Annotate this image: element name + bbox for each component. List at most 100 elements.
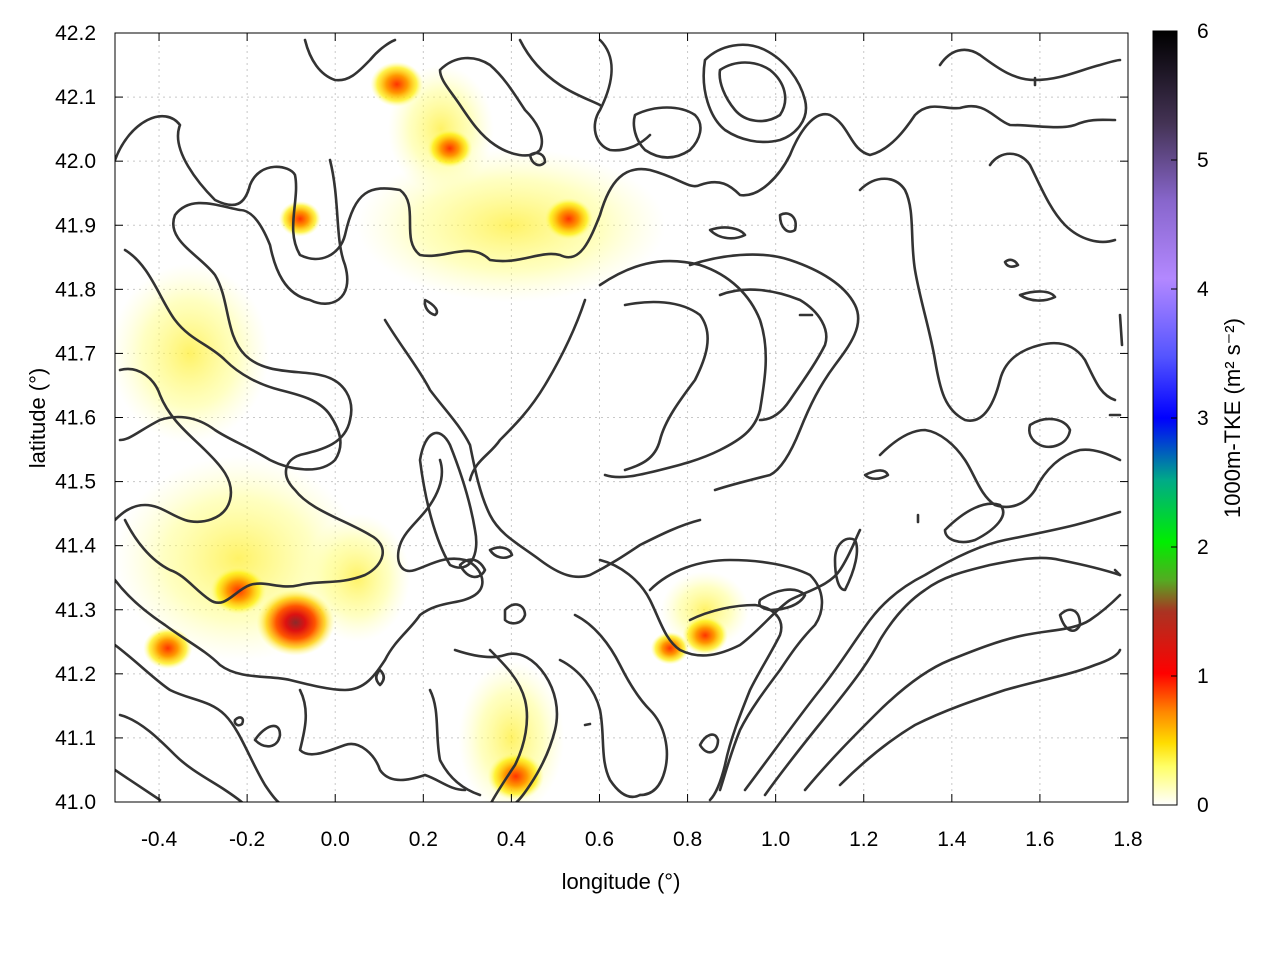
contour-line — [374, 668, 386, 687]
contour-line — [632, 106, 702, 159]
contour-line — [598, 259, 768, 479]
contour-line — [708, 226, 747, 240]
contour-line — [583, 722, 592, 727]
contour-line — [503, 603, 527, 625]
x-tick-label: 0.4 — [497, 828, 527, 851]
x-tick-label: 1.0 — [761, 828, 790, 851]
colorbar-ticks: 0 1 2 3 4 5 6 — [1171, 20, 1209, 817]
contour-line — [253, 724, 282, 748]
contour-line — [1003, 258, 1020, 268]
x-tick-label: 0.6 — [585, 828, 614, 851]
contour-line — [833, 537, 859, 592]
contour-line — [1018, 290, 1057, 302]
x-tick-label: 0.8 — [673, 828, 702, 851]
x-tick-label: -0.4 — [141, 828, 178, 851]
y-tick-label: 41.1 — [55, 727, 96, 750]
colorbar-tick-label: 5 — [1197, 149, 1209, 172]
y-tick-label: 41.6 — [55, 407, 96, 430]
colorbar-tick-label: 3 — [1197, 407, 1209, 430]
contour-line — [488, 546, 514, 560]
y-tick-label: 41.9 — [55, 214, 96, 237]
colorbar: 0 1 2 3 4 5 6 1000m-TKE (m² s⁻²) — [1152, 20, 1245, 817]
contour-line — [648, 558, 824, 792]
contour-line — [558, 658, 642, 799]
contour-line — [453, 648, 559, 802]
contour-line — [1058, 608, 1082, 632]
y-tick-label: 41.3 — [55, 599, 96, 622]
y-axis: 41.0 41.1 41.2 41.3 41.4 41.5 41.6 41.7 41.8 41.9… — [55, 22, 1128, 814]
colorbar-label: 1000m-TKE (m² s⁻²) — [1220, 318, 1245, 518]
tke-hotspot — [487, 752, 544, 801]
contour-line — [573, 613, 669, 797]
x-tick-label: -0.2 — [229, 828, 265, 851]
contour-line — [778, 212, 797, 233]
contour-line — [298, 688, 467, 792]
contour-line — [1028, 417, 1072, 449]
y-tick-label: 41.4 — [55, 535, 96, 558]
contour-line — [438, 56, 544, 157]
tke-low-zone — [115, 263, 270, 444]
contour-line — [303, 38, 397, 82]
y-tick-label: 42.1 — [55, 86, 96, 109]
colorbar-tick-label: 4 — [1197, 278, 1209, 301]
contour-line — [418, 431, 478, 569]
y-tick-label: 42.2 — [55, 22, 96, 45]
y-tick-label: 41.2 — [55, 663, 96, 686]
colorbar-tick-label: 1 — [1197, 665, 1209, 688]
contour-line — [598, 528, 862, 657]
contour-line — [468, 298, 587, 482]
contour-line — [758, 588, 807, 612]
contour-line — [115, 643, 281, 802]
contour-line — [688, 603, 783, 802]
contour-line — [718, 61, 787, 123]
contour-line — [423, 298, 439, 317]
y-axis-title: latitude (°) — [25, 368, 50, 469]
tke-hotspot — [544, 197, 594, 240]
tke-hotspot — [682, 616, 728, 655]
contour-line — [688, 253, 860, 492]
y-tick-label: 41.0 — [55, 791, 96, 814]
contour-line — [518, 38, 602, 107]
contour-line — [743, 510, 1122, 792]
x-tick-label: 1.2 — [849, 828, 878, 851]
contour-line — [858, 177, 1117, 422]
contour-line — [528, 151, 547, 167]
contour-line — [233, 716, 245, 727]
colorbar-tick-label: 6 — [1197, 20, 1209, 43]
x-axis: -0.4 -0.2 0.0 0.2 0.4 0.6 0.8 1.0 1.2 1.4 1.6 1.8 — [141, 33, 1143, 851]
y-tick-label: 41.5 — [55, 471, 96, 494]
x-tick-label: 1.4 — [937, 828, 967, 851]
contour-line — [428, 688, 482, 797]
contour-line — [115, 768, 162, 802]
y-tick-label: 41.8 — [55, 278, 96, 301]
colorbar-tick-label: 2 — [1197, 536, 1209, 559]
contour-line — [988, 152, 1117, 244]
tke-low-zone — [661, 571, 750, 649]
x-tick-label: 0.0 — [321, 828, 350, 851]
contour-line — [763, 556, 1122, 797]
contour-line — [115, 367, 233, 524]
contour-line — [803, 593, 1122, 792]
x-axis-title: longitude (°) — [562, 869, 681, 894]
contour-line — [623, 300, 709, 472]
tke-hotspot — [426, 128, 473, 168]
y-tick-label: 41.7 — [55, 342, 96, 365]
contour-line — [458, 558, 487, 579]
contour-line — [593, 38, 652, 152]
contour-line — [1118, 313, 1124, 347]
contour-line — [702, 43, 808, 144]
contour-line — [118, 713, 244, 802]
contour-line — [943, 502, 1005, 544]
x-tick-label: 1.6 — [1025, 828, 1054, 851]
terrain-contours — [115, 38, 1124, 802]
tke-field — [115, 61, 750, 802]
y-tick-label: 42.0 — [55, 150, 96, 173]
contour-line — [118, 248, 342, 471]
tke-hotspot — [650, 631, 690, 665]
tke-hotspot — [256, 589, 335, 656]
tke-hotspot — [143, 627, 193, 670]
tke-hotspot — [278, 200, 321, 237]
x-tick-label: 0.2 — [409, 828, 438, 851]
tke-hotspot — [370, 61, 424, 107]
